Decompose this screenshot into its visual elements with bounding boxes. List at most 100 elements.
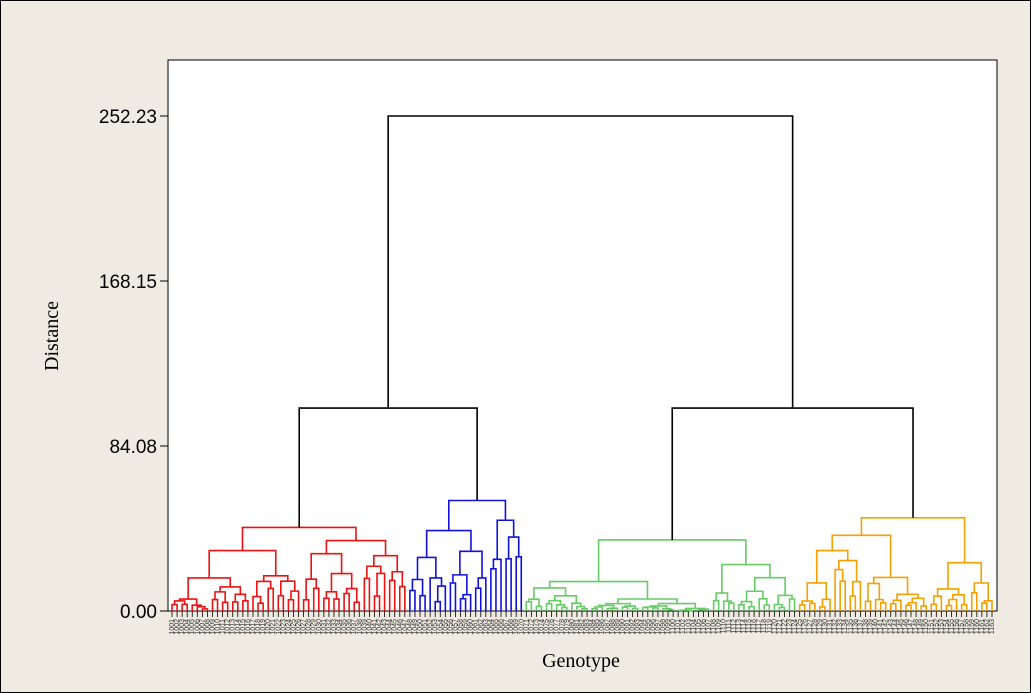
leaf-label: 1043	[382, 619, 389, 635]
leaf-label: 1089	[614, 619, 621, 635]
leaf-label: 1143	[888, 619, 895, 634]
cluster-link	[305, 578, 318, 600]
leaf-label: 1075	[544, 619, 551, 635]
leaf-label: 1084	[589, 619, 596, 635]
leaf-label: 1099	[665, 619, 672, 635]
leaf-label: 1014	[235, 619, 242, 635]
leaf-label: 1096	[650, 619, 657, 635]
cluster-link	[879, 602, 887, 611]
leaf-label: 1060	[468, 619, 475, 635]
leaf-label: 1057	[452, 619, 459, 635]
cluster-link	[262, 574, 289, 582]
leaf-label: 1033	[331, 619, 338, 635]
cluster-link	[312, 587, 320, 611]
leaf-label: 1136	[852, 619, 859, 634]
leaf-label: 1080	[569, 619, 576, 635]
leaf-label: 1116	[751, 619, 758, 634]
leaf-label: 1026	[296, 619, 303, 635]
cluster-link	[838, 559, 858, 582]
cluster-link	[492, 558, 502, 611]
cluster-link	[641, 606, 649, 611]
leaf-label: 1128	[812, 619, 819, 634]
cluster-link	[715, 592, 729, 602]
cluster-link	[806, 582, 828, 602]
cluster-link	[436, 585, 447, 611]
cluster-link	[981, 602, 988, 611]
cluster-link	[892, 599, 902, 611]
leaf-label: 1114	[741, 619, 748, 634]
leaf-label: 1031	[321, 619, 328, 635]
cluster-link	[234, 593, 247, 602]
cluster-link	[353, 601, 361, 611]
y-tick-label: 84.08	[109, 437, 157, 458]
leaf-label: 1035	[341, 619, 348, 635]
leaf-label: 1127	[807, 619, 814, 634]
leaf-label: 1052	[427, 619, 434, 635]
cluster-link	[448, 499, 507, 531]
leaf-label: 1155	[949, 619, 956, 634]
cluster-link	[515, 556, 523, 611]
cluster-link	[831, 534, 892, 578]
leaf-label: 1107	[706, 619, 713, 634]
leaf-label: 1073	[533, 619, 540, 635]
leaf-label: 1150	[923, 619, 930, 634]
cluster-link	[821, 598, 831, 611]
leaf-label: 1153	[938, 619, 945, 634]
leaf-label: 1091	[625, 619, 632, 635]
leaf-label: 1051	[422, 619, 429, 635]
cluster-link	[834, 568, 844, 611]
cluster-link	[528, 598, 540, 607]
leaf-label: 1066	[498, 619, 505, 635]
leaf-label: 1101	[675, 619, 682, 634]
leaf-label: 1109	[716, 619, 723, 634]
y-axis-title: Distance	[41, 301, 63, 371]
leaf-label: 1120	[771, 619, 778, 634]
leaf-label: 1036	[346, 619, 353, 635]
cluster-link	[649, 605, 668, 609]
leaf-label: 1064	[488, 619, 495, 635]
cluster-link	[722, 600, 733, 611]
cluster-link	[181, 603, 188, 611]
leaf-label: 1059	[463, 619, 470, 635]
cluster-link	[277, 594, 285, 611]
leaf-label: 1162	[984, 619, 991, 634]
leaf-label: 1144	[893, 619, 900, 634]
leaf-label: 1039	[361, 619, 368, 635]
leaf-label: 1067	[503, 619, 510, 635]
cluster-link	[907, 601, 917, 611]
cluster-link	[896, 593, 919, 601]
leaf-label: 1154	[943, 619, 950, 634]
cluster-link	[864, 600, 872, 611]
leaf-label: 1149	[918, 619, 925, 634]
leaf-label: 1025	[290, 619, 297, 635]
leaf-label: 1040	[366, 619, 373, 635]
leaf-label: 1118	[761, 619, 768, 634]
cluster-link	[211, 598, 219, 611]
cluster-link	[597, 539, 747, 582]
cluster-link	[231, 601, 239, 611]
leaf-label: 1131	[827, 619, 834, 634]
leaf-label: 1148	[913, 619, 920, 634]
leaf-label: 1117	[756, 619, 763, 634]
leaf-label: 1072	[528, 619, 535, 635]
leaf-label: 1156	[954, 619, 961, 634]
cluster-link	[219, 586, 242, 595]
leaf-label: 1058	[458, 619, 465, 635]
leaf-label: 1163	[989, 619, 996, 634]
cluster-link	[388, 579, 396, 611]
leaf-label: 1129	[817, 619, 824, 634]
leaf-label: 1086	[599, 619, 606, 635]
cluster-link	[560, 606, 568, 611]
leaf-label: 1047	[402, 619, 409, 635]
leaf-label: 1008	[204, 619, 211, 635]
cluster-link	[808, 602, 816, 611]
leaf-label: 1132	[832, 619, 839, 634]
leaf-label: 1112	[731, 619, 738, 634]
cluster-link	[325, 591, 338, 600]
leaf-label: 1082	[579, 619, 586, 635]
leaf-label: 1053	[432, 619, 439, 635]
cluster-link	[242, 599, 249, 611]
cluster-link	[302, 599, 310, 611]
leaf-label: 1141	[878, 619, 885, 634]
